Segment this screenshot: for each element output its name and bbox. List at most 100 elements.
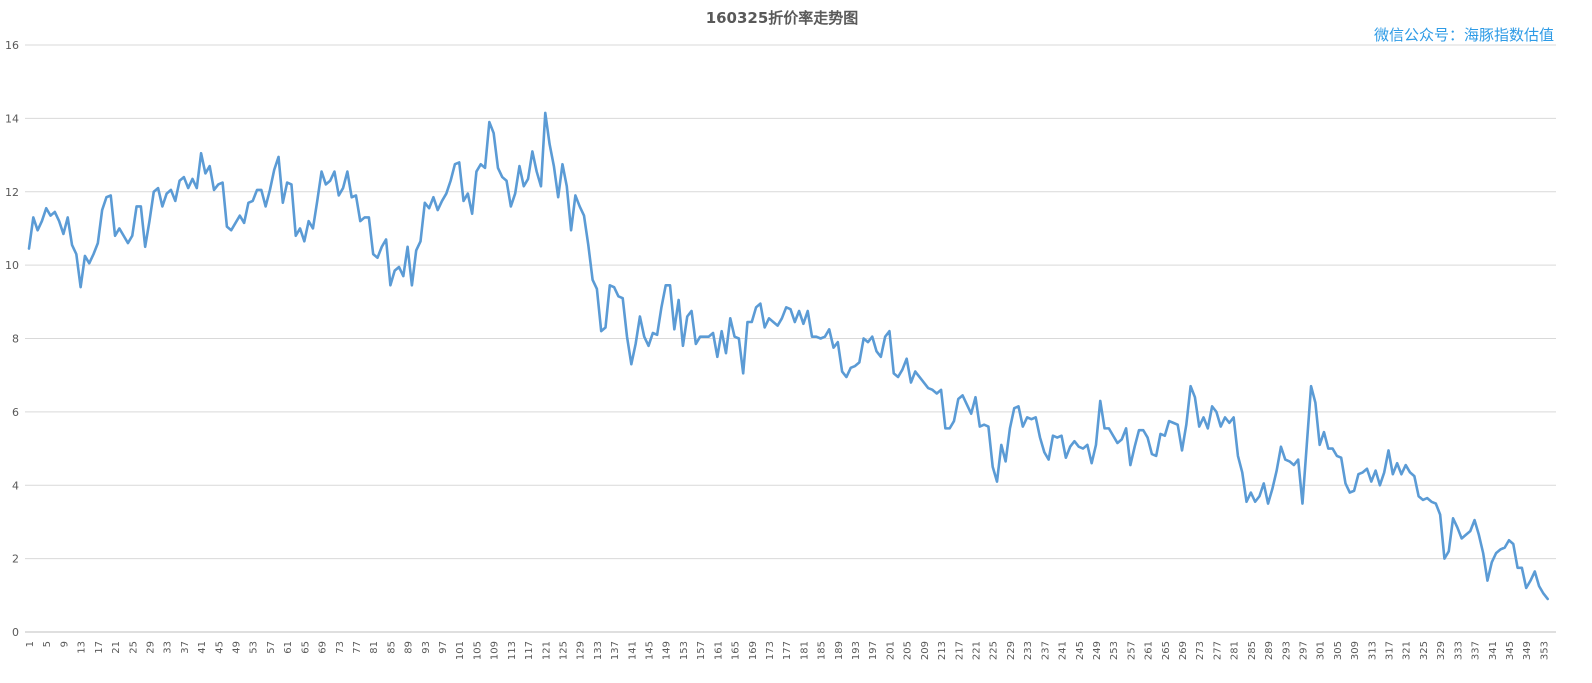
x-tick-label: 225 bbox=[989, 641, 1000, 660]
x-tick-label: 261 bbox=[1144, 641, 1155, 660]
x-tick-label: 293 bbox=[1281, 641, 1292, 660]
x-tick-label: 253 bbox=[1109, 641, 1120, 660]
x-tick-label: 173 bbox=[765, 641, 776, 660]
x-tick-label: 249 bbox=[1092, 641, 1103, 660]
x-tick-label: 113 bbox=[507, 641, 518, 660]
x-tick-label: 133 bbox=[593, 641, 604, 660]
x-tick-label: 157 bbox=[696, 641, 707, 660]
x-tick-label: 93 bbox=[421, 641, 432, 654]
x-tick-label: 221 bbox=[971, 641, 982, 660]
x-tick-label: 197 bbox=[868, 641, 879, 660]
chart-title: 160325折价率走势图 bbox=[706, 9, 859, 27]
x-tick-label: 73 bbox=[335, 641, 346, 654]
x-tick-label: 325 bbox=[1419, 641, 1430, 660]
x-tick-label: 25 bbox=[128, 641, 139, 654]
x-tick-label: 245 bbox=[1075, 641, 1086, 660]
y-tick-label: 0 bbox=[12, 626, 19, 639]
x-tick-label: 193 bbox=[851, 641, 862, 660]
x-tick-label: 237 bbox=[1040, 641, 1051, 660]
x-tick-label: 273 bbox=[1195, 641, 1206, 660]
x-tick-label: 141 bbox=[627, 641, 638, 660]
x-tick-label: 109 bbox=[490, 641, 501, 660]
x-tick-label: 49 bbox=[232, 641, 243, 654]
y-tick-label: 6 bbox=[12, 406, 19, 419]
x-tick-label: 37 bbox=[180, 641, 191, 654]
x-tick-label: 45 bbox=[214, 641, 225, 654]
y-tick-label: 16 bbox=[5, 39, 19, 52]
x-tick-label: 169 bbox=[748, 641, 759, 660]
x-tick-label: 5 bbox=[42, 641, 53, 647]
x-tick-label: 125 bbox=[558, 641, 569, 660]
x-tick-label: 13 bbox=[77, 641, 88, 654]
x-tick-label: 145 bbox=[645, 641, 656, 660]
x-tick-label: 33 bbox=[163, 641, 174, 654]
x-tick-label: 289 bbox=[1264, 641, 1275, 660]
y-tick-label: 8 bbox=[12, 333, 19, 346]
x-tick-label: 65 bbox=[300, 641, 311, 654]
x-tick-label: 149 bbox=[662, 641, 673, 660]
x-tick-label: 121 bbox=[541, 641, 552, 660]
x-tick-label: 217 bbox=[954, 641, 965, 660]
x-tick-label: 345 bbox=[1505, 641, 1516, 660]
x-tick-label: 269 bbox=[1178, 641, 1189, 660]
y-axis: 0 2 4 6 8 10 12 14 16 bbox=[5, 39, 19, 639]
x-tick-label: 257 bbox=[1126, 641, 1137, 660]
x-tick-label: 57 bbox=[266, 641, 277, 654]
x-tick-label: 105 bbox=[472, 641, 483, 660]
x-tick-label: 53 bbox=[249, 641, 260, 654]
x-tick-label: 297 bbox=[1298, 641, 1309, 660]
x-tick-label: 281 bbox=[1230, 641, 1241, 660]
x-tick-label: 209 bbox=[920, 641, 931, 660]
x-tick-label: 285 bbox=[1247, 641, 1258, 660]
x-tick-label: 29 bbox=[145, 641, 156, 654]
y-tick-label: 12 bbox=[5, 186, 19, 199]
series-group bbox=[27, 111, 1549, 601]
x-tick-label: 317 bbox=[1385, 641, 1396, 660]
x-tick-label: 101 bbox=[455, 641, 466, 660]
gridlines bbox=[25, 44, 1556, 633]
y-tick-label: 4 bbox=[12, 479, 19, 492]
x-tick-label: 177 bbox=[782, 641, 793, 660]
x-tick-label: 241 bbox=[1058, 641, 1069, 660]
x-tick-label: 229 bbox=[1006, 641, 1017, 660]
y-tick-label: 10 bbox=[5, 259, 19, 272]
x-tick-label: 185 bbox=[817, 641, 828, 660]
y-tick-label: 14 bbox=[5, 112, 19, 125]
x-tick-label: 161 bbox=[713, 641, 724, 660]
x-tick-label: 97 bbox=[438, 641, 449, 654]
x-tick-label: 309 bbox=[1350, 641, 1361, 660]
x-tick-label: 305 bbox=[1333, 641, 1344, 660]
series-line bbox=[27, 111, 1549, 601]
x-tick-label: 129 bbox=[576, 641, 587, 660]
x-tick-label: 349 bbox=[1522, 641, 1533, 660]
x-tick-label: 341 bbox=[1488, 641, 1499, 660]
x-tick-label: 153 bbox=[679, 641, 690, 660]
x-tick-label: 117 bbox=[524, 641, 535, 660]
x-tick-label: 265 bbox=[1161, 641, 1172, 660]
x-tick-label: 205 bbox=[903, 641, 914, 660]
x-tick-label: 333 bbox=[1453, 641, 1464, 660]
x-tick-label: 353 bbox=[1539, 641, 1550, 660]
x-tick-label: 181 bbox=[799, 641, 810, 660]
x-tick-label: 337 bbox=[1471, 641, 1482, 660]
x-tick-label: 1 bbox=[25, 641, 36, 647]
x-tick-label: 77 bbox=[352, 641, 363, 654]
x-tick-label: 301 bbox=[1316, 641, 1327, 660]
x-tick-label: 321 bbox=[1402, 641, 1413, 660]
x-tick-label: 189 bbox=[834, 641, 845, 660]
x-tick-label: 213 bbox=[937, 641, 948, 660]
x-tick-label: 61 bbox=[283, 641, 294, 654]
x-tick-label: 165 bbox=[731, 641, 742, 660]
x-tick-label: 41 bbox=[197, 641, 208, 654]
x-tick-label: 89 bbox=[404, 641, 415, 654]
x-tick-label: 201 bbox=[885, 641, 896, 660]
x-tick-label: 277 bbox=[1212, 641, 1223, 660]
y-tick-label: 2 bbox=[12, 553, 19, 566]
x-tick-label: 85 bbox=[386, 641, 397, 654]
x-tick-label: 313 bbox=[1367, 641, 1378, 660]
x-tick-label: 9 bbox=[59, 641, 70, 647]
x-tick-label: 329 bbox=[1436, 641, 1447, 660]
x-tick-label: 69 bbox=[318, 641, 329, 654]
